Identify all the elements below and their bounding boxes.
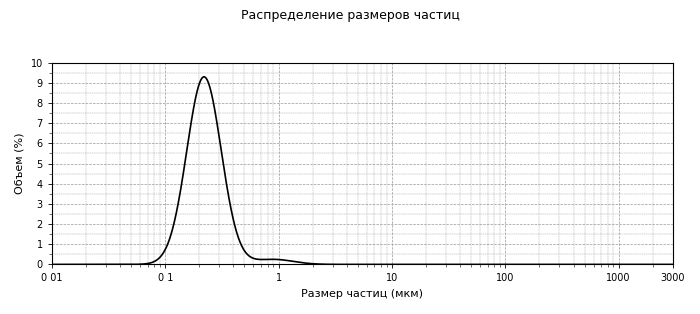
Y-axis label: Объем (%): Объем (%) xyxy=(15,133,25,194)
Text: Распределение размеров частиц: Распределение размеров частиц xyxy=(241,9,459,22)
X-axis label: Размер частиц (мкм): Размер частиц (мкм) xyxy=(301,289,424,299)
